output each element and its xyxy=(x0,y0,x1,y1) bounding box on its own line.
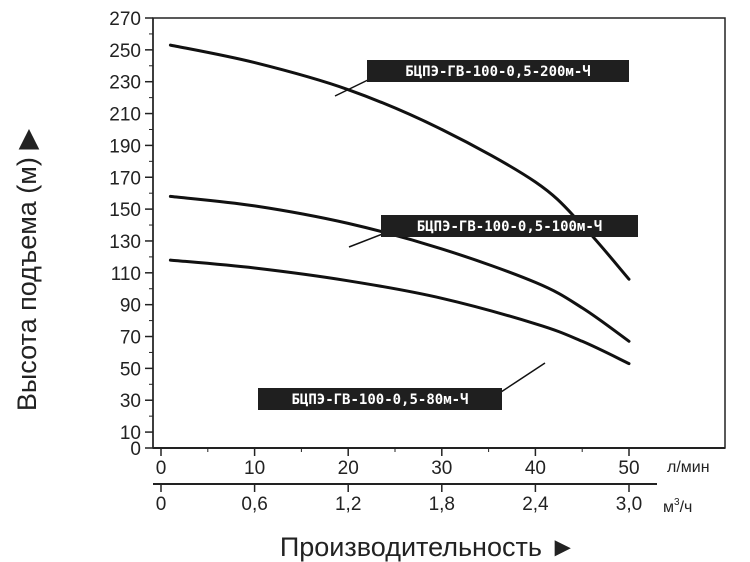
x-tick-label: 30 xyxy=(431,458,452,479)
y-tick-label: 190 xyxy=(109,136,141,157)
series-line-2 xyxy=(168,194,631,343)
x-tick-label: 40 xyxy=(525,458,546,479)
y-tick-label: 30 xyxy=(120,391,141,412)
x-tick-label: 20 xyxy=(338,458,359,479)
x2-tick-label: 3,0 xyxy=(616,494,642,515)
x-tick-label: 50 xyxy=(618,458,639,479)
x-axis-unit-lpm: л/мин xyxy=(667,459,710,476)
series-label-box xyxy=(258,388,502,410)
y-tick-label: 0 xyxy=(130,439,141,460)
series-label: БЦПЭ-ГВ-100-0,5-200м-Ч xyxy=(405,64,590,80)
series-line-3 xyxy=(168,258,631,366)
y-tick-label: 150 xyxy=(109,200,141,221)
x-axis-title: Производительность ► xyxy=(280,532,576,562)
series-label-box xyxy=(367,60,629,82)
y-tick-label: 70 xyxy=(120,328,141,349)
y-tick-label: 50 xyxy=(120,359,141,380)
y-tick-label: 90 xyxy=(120,296,141,317)
performance-curves xyxy=(168,43,631,366)
callout-leader xyxy=(334,77,373,97)
y-tick-label: 250 xyxy=(109,41,141,62)
series-callouts: БЦПЭ-ГВ-100-0,5-200м-Ч БЦПЭ-ГВ-100-0,5-10… xyxy=(258,60,638,410)
y-tick-label: 110 xyxy=(111,264,141,285)
y-tick-label: 170 xyxy=(109,168,141,189)
y-tick-label: 270 xyxy=(109,9,141,30)
y-tick-label: 130 xyxy=(109,232,141,253)
x-tick-label: 10 xyxy=(244,458,265,479)
series-label: БЦПЭ-ГВ-100-0,5-80м-Ч xyxy=(291,392,468,408)
x2-tick-label: 1,2 xyxy=(335,494,361,515)
x2-tick-label: 0 xyxy=(156,494,167,515)
x2-tick-label: 0,6 xyxy=(241,494,267,515)
callout-leader xyxy=(348,232,386,248)
x-axis-unit-m3h: м3/ч xyxy=(663,497,692,516)
y-tick-label: 10 xyxy=(120,423,141,444)
y-axis-title: Высота подъема (м) ▶ xyxy=(12,129,42,411)
series-label: БЦПЭ-ГВ-100-0,5-100м-Ч xyxy=(417,219,602,235)
y-tick-label: 210 xyxy=(109,105,141,126)
x-tick-label: 0 xyxy=(156,458,167,479)
x2-tick-label: 1,8 xyxy=(429,494,455,515)
callout-leader xyxy=(497,362,546,395)
y-tick-label: 230 xyxy=(109,73,141,94)
x2-tick-label: 2,4 xyxy=(522,494,549,515)
series-label-box xyxy=(381,215,638,237)
